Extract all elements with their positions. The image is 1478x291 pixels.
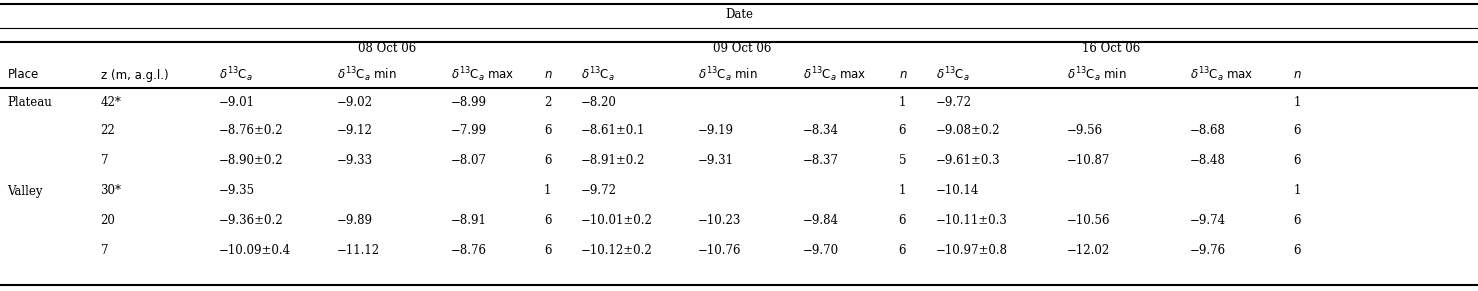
- Text: 6: 6: [544, 244, 551, 256]
- Text: 6: 6: [544, 125, 551, 138]
- Text: −9.84: −9.84: [803, 214, 838, 226]
- Text: −10.01±0.2: −10.01±0.2: [581, 214, 653, 226]
- Text: Date: Date: [726, 8, 752, 22]
- Text: −9.70: −9.70: [803, 244, 838, 256]
- Text: $\delta^{13}$C$_a$: $\delta^{13}$C$_a$: [936, 66, 970, 84]
- Text: −10.11±0.3: −10.11±0.3: [936, 214, 1008, 226]
- Text: 22: 22: [101, 125, 115, 138]
- Text: −8.76±0.2: −8.76±0.2: [219, 125, 284, 138]
- Text: $\delta^{13}$C$_a$ min: $\delta^{13}$C$_a$ min: [337, 66, 396, 84]
- Text: −9.72: −9.72: [581, 184, 616, 198]
- Text: 6: 6: [1293, 244, 1301, 256]
- Text: −10.76: −10.76: [698, 244, 740, 256]
- Text: $\delta^{13}$C$_a$ max: $\delta^{13}$C$_a$ max: [451, 66, 514, 84]
- Text: −8.76: −8.76: [451, 244, 486, 256]
- Text: 6: 6: [899, 125, 906, 138]
- Text: −9.01: −9.01: [219, 95, 254, 109]
- Text: 6: 6: [1293, 125, 1301, 138]
- Text: −10.12±0.2: −10.12±0.2: [581, 244, 653, 256]
- Text: $n$: $n$: [1293, 68, 1302, 81]
- Text: −9.08±0.2: −9.08±0.2: [936, 125, 1001, 138]
- Text: 6: 6: [544, 153, 551, 166]
- Text: 1: 1: [899, 184, 906, 198]
- Text: 20: 20: [101, 214, 115, 226]
- Text: −8.91±0.2: −8.91±0.2: [581, 153, 646, 166]
- Text: −9.02: −9.02: [337, 95, 372, 109]
- Text: −10.56: −10.56: [1067, 214, 1110, 226]
- Text: −9.12: −9.12: [337, 125, 372, 138]
- Text: $\delta^{13}$C$_a$: $\delta^{13}$C$_a$: [219, 66, 253, 84]
- Text: 1: 1: [1293, 184, 1301, 198]
- Text: 6: 6: [544, 214, 551, 226]
- Text: Plateau: Plateau: [7, 95, 52, 109]
- Text: −10.09±0.4: −10.09±0.4: [219, 244, 291, 256]
- Text: −9.33: −9.33: [337, 153, 372, 166]
- Text: 6: 6: [1293, 153, 1301, 166]
- Text: 1: 1: [544, 184, 551, 198]
- Text: 09 Oct 06: 09 Oct 06: [712, 42, 772, 54]
- Text: 6: 6: [899, 244, 906, 256]
- Text: $n$: $n$: [544, 68, 553, 81]
- Text: −9.56: −9.56: [1067, 125, 1103, 138]
- Text: −8.07: −8.07: [451, 153, 486, 166]
- Text: 5: 5: [899, 153, 906, 166]
- Text: −9.61±0.3: −9.61±0.3: [936, 153, 1001, 166]
- Text: −8.48: −8.48: [1190, 153, 1225, 166]
- Text: −10.14: −10.14: [936, 184, 978, 198]
- Text: $n$: $n$: [899, 68, 907, 81]
- Text: −8.99: −8.99: [451, 95, 486, 109]
- Text: −8.68: −8.68: [1190, 125, 1225, 138]
- Text: 08 Oct 06: 08 Oct 06: [358, 42, 417, 54]
- Text: Place: Place: [7, 68, 38, 81]
- Text: −7.99: −7.99: [451, 125, 486, 138]
- Text: $\delta^{13}$C$_a$ max: $\delta^{13}$C$_a$ max: [1190, 66, 1253, 84]
- Text: −9.74: −9.74: [1190, 214, 1225, 226]
- Text: −8.20: −8.20: [581, 95, 616, 109]
- Text: 7: 7: [101, 244, 108, 256]
- Text: −9.31: −9.31: [698, 153, 733, 166]
- Text: Valley: Valley: [7, 184, 43, 198]
- Text: −9.89: −9.89: [337, 214, 372, 226]
- Text: −10.97±0.8: −10.97±0.8: [936, 244, 1008, 256]
- Text: −8.91: −8.91: [451, 214, 486, 226]
- Text: −9.76: −9.76: [1190, 244, 1225, 256]
- Text: −8.37: −8.37: [803, 153, 838, 166]
- Text: $\delta^{13}$C$_a$ min: $\delta^{13}$C$_a$ min: [1067, 66, 1126, 84]
- Text: 1: 1: [1293, 95, 1301, 109]
- Text: −12.02: −12.02: [1067, 244, 1110, 256]
- Text: −8.90±0.2: −8.90±0.2: [219, 153, 284, 166]
- Text: z (m, a.g.l.): z (m, a.g.l.): [101, 68, 168, 81]
- Text: −10.87: −10.87: [1067, 153, 1110, 166]
- Text: −9.19: −9.19: [698, 125, 733, 138]
- Text: −9.35: −9.35: [219, 184, 254, 198]
- Text: 6: 6: [1293, 214, 1301, 226]
- Text: 16 Oct 06: 16 Oct 06: [1082, 42, 1141, 54]
- Text: −8.61±0.1: −8.61±0.1: [581, 125, 646, 138]
- Text: −9.36±0.2: −9.36±0.2: [219, 214, 284, 226]
- Text: $\delta^{13}$C$_a$: $\delta^{13}$C$_a$: [581, 66, 615, 84]
- Text: −10.23: −10.23: [698, 214, 740, 226]
- Text: 7: 7: [101, 153, 108, 166]
- Text: $\delta^{13}$C$_a$ min: $\delta^{13}$C$_a$ min: [698, 66, 757, 84]
- Text: 1: 1: [899, 95, 906, 109]
- Text: 2: 2: [544, 95, 551, 109]
- Text: 42*: 42*: [101, 95, 121, 109]
- Text: $\delta^{13}$C$_a$ max: $\delta^{13}$C$_a$ max: [803, 66, 866, 84]
- Text: 6: 6: [899, 214, 906, 226]
- Text: 30*: 30*: [101, 184, 121, 198]
- Text: −9.72: −9.72: [936, 95, 971, 109]
- Text: −8.34: −8.34: [803, 125, 838, 138]
- Text: −11.12: −11.12: [337, 244, 380, 256]
